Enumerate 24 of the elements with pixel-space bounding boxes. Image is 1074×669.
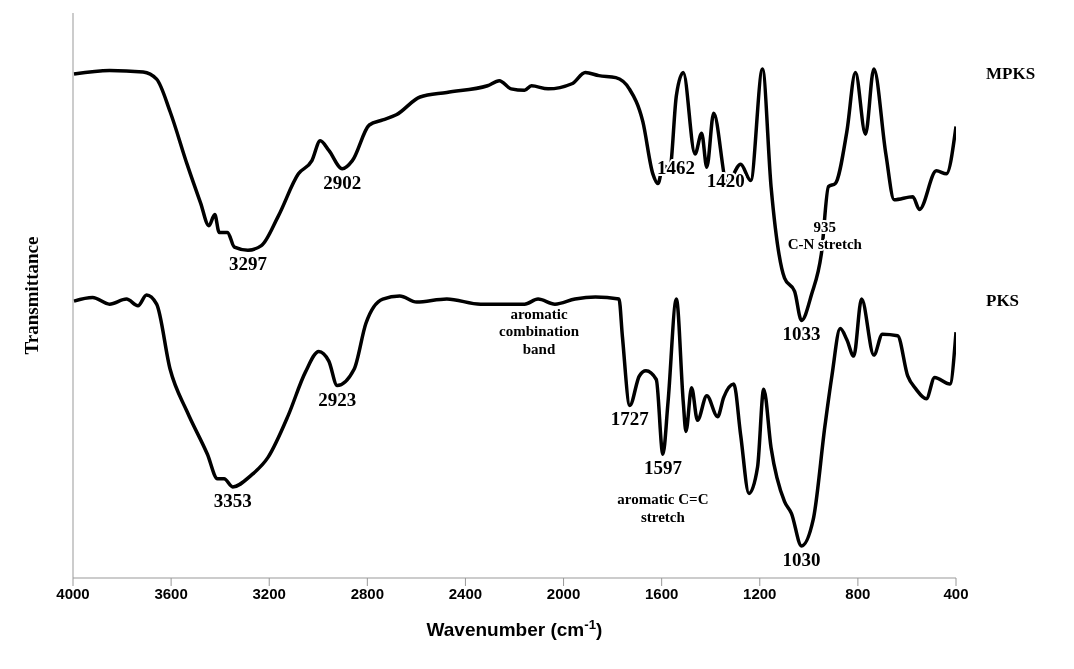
annotation: 1030 (782, 548, 821, 570)
x-tick-label: 800 (845, 584, 871, 602)
x-tick-label: 1200 (743, 584, 777, 602)
annotation: aromatic combination band (499, 306, 580, 357)
annotation: 3353 (213, 489, 252, 511)
annotation: 1597 (643, 457, 683, 479)
annotation: 1727 (610, 408, 650, 430)
annotation: 2902 (323, 171, 362, 193)
text: PKS (986, 291, 1020, 311)
x-tick-label: 1600 (644, 584, 679, 602)
annotation: 1033 (782, 323, 821, 345)
annotation: 2923 (318, 388, 357, 410)
x-tick-label: 2400 (448, 584, 483, 602)
text: MPKS (986, 64, 1036, 84)
x-tick-label: 3600 (154, 584, 188, 602)
x-tick-label: 3200 (252, 584, 286, 602)
x-tick-label: 4000 (56, 584, 90, 602)
x-tick-label: 2800 (350, 584, 385, 602)
x-axis-title: Wavenumber (cm$^{-1}$) (426, 616, 603, 640)
x-tick-label: 400 (943, 584, 969, 602)
annotation: 3297 (228, 253, 268, 275)
y-axis-title: Transmittance (21, 236, 42, 355)
annotation: aromatic C=C stretch (617, 491, 709, 525)
x-tick-label: 2000 (546, 584, 581, 602)
